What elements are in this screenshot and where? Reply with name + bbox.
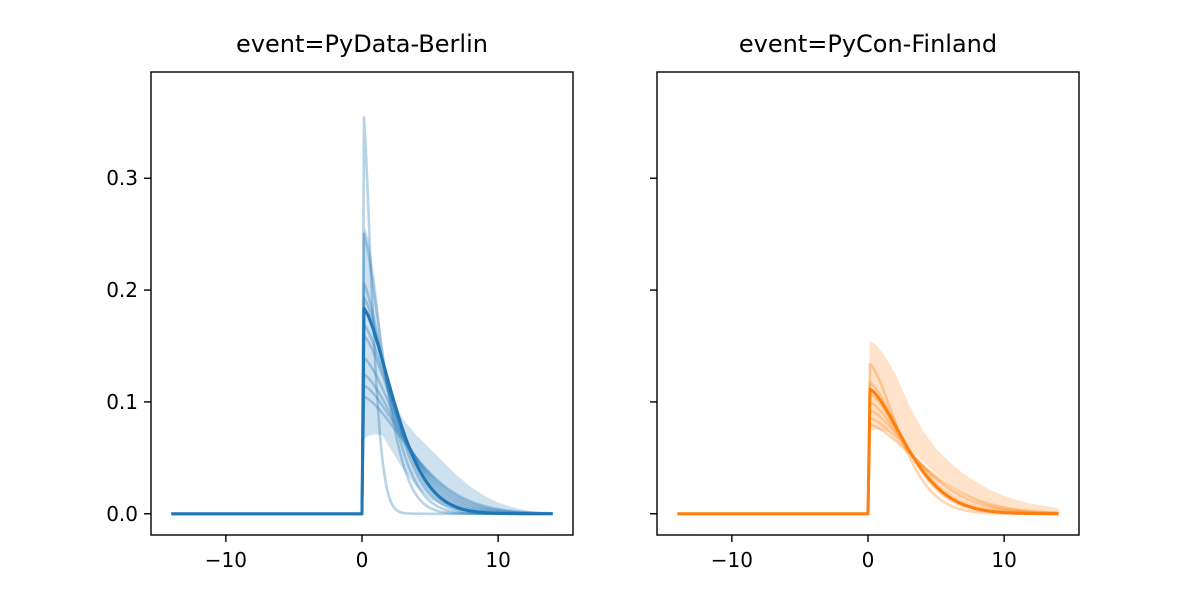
panel-2-title: event=PyCon-Finland: [739, 30, 997, 58]
x-tick-label: −10: [205, 548, 247, 572]
panel-2-data-layer: [677, 341, 1059, 516]
y-tick-label: 0.3: [106, 166, 138, 190]
y-tick-label: 0.2: [106, 278, 138, 302]
y-tick-label: 0.1: [106, 390, 138, 414]
confidence-band: [362, 227, 553, 514]
panel-1-ticks: −10 0 10 0.0 0.1 0.2 0.3: [106, 166, 511, 572]
panel-pycon-finland: −10 0 10 event=PyCon-Finland: [650, 30, 1080, 572]
confidence-band: [868, 341, 1059, 514]
x-tick-label: 10: [485, 548, 510, 572]
series-line-mean: [677, 387, 1059, 516]
x-tick-label: 0: [862, 548, 875, 572]
panel-pydata-berlin: −10 0 10 0.0 0.1 0.2 0.3 event=PyData-Berlin: [106, 30, 574, 572]
series-line-sample-11: [171, 395, 553, 516]
panel-1-data-layer: [171, 116, 553, 516]
panel-1-title: event=PyData-Berlin: [236, 30, 488, 58]
x-tick-label: 0: [356, 548, 369, 572]
x-tick-label: 10: [991, 548, 1016, 572]
y-tick-label: 0.0: [106, 502, 138, 526]
series-line-mean: [171, 306, 553, 516]
series-line-sample-7: [677, 423, 1059, 516]
panel-2-ticks: −10 0 10: [650, 177, 1017, 572]
series-line-sample-6: [677, 416, 1059, 516]
x-tick-label: −10: [711, 548, 753, 572]
